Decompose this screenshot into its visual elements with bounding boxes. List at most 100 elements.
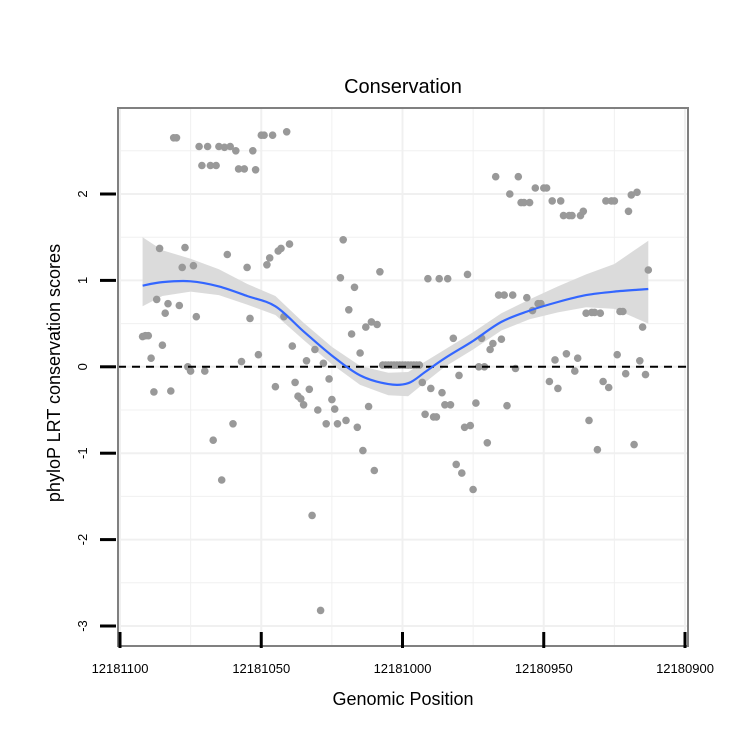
data-point [460,423,469,432]
axes: 12181100 12181050 12181000 12180950 12180900… [75,190,714,676]
data-point [418,378,427,387]
data-point [494,291,503,299]
data-point [325,375,333,383]
data-point [610,197,619,205]
points-layer [138,128,653,615]
data-point [220,143,229,152]
data-point [562,350,571,358]
data-point [463,270,472,279]
data-point [288,342,297,350]
data-point [376,268,384,276]
chart-title: Conservation [344,76,462,98]
data-point [497,335,506,344]
data-point [520,198,528,207]
data-point [206,161,215,170]
data-point [449,334,458,343]
data-point [508,291,517,299]
x-tick-label: 12181050 [232,661,290,676]
data-point [277,244,285,253]
data-point [441,401,449,409]
data-point [189,261,198,270]
data-point [475,363,483,371]
data-point [147,354,155,363]
data-point [506,190,514,198]
data-point [297,395,305,403]
data-point [636,357,644,365]
data-point [246,314,254,323]
data-point [215,142,223,151]
data-point [316,606,325,615]
data-point [613,350,621,359]
data-point [373,320,381,329]
data-point [556,197,565,205]
data-point [198,161,206,170]
data-point [571,367,579,375]
data-point [161,309,169,318]
x-tick-label: 12181100 [92,661,149,676]
data-point [263,261,271,269]
data-point [192,312,201,321]
data-point [491,172,500,181]
data-point [240,165,249,173]
data-point [203,142,212,151]
data-point [364,402,373,411]
data-point [186,367,195,375]
data-point [619,307,627,316]
data-point [209,436,217,445]
data-point [299,401,308,409]
data-point [424,274,432,283]
y-tick-label: 1 [75,277,90,284]
x-axis-title: Genomic Position [332,689,473,709]
data-point [427,384,435,393]
data-point [339,236,348,244]
data-point [285,240,294,248]
data-point [271,382,280,391]
data-point [314,406,322,414]
data-point [582,309,590,318]
data-point [217,476,226,484]
data-point [282,128,291,136]
data-point [489,339,497,348]
data-point [234,165,243,173]
data-point [265,254,274,262]
y-tick-label: 2 [75,190,90,197]
data-point [602,197,610,205]
data-point [641,370,650,379]
data-point [458,469,466,477]
data-point [466,421,475,430]
data-point [353,423,362,432]
data-point [167,387,175,395]
data-point [350,283,359,292]
data-point [308,511,316,520]
data-point [367,318,376,326]
data-point [359,446,367,455]
data-point [155,244,164,253]
data-point [559,211,568,220]
data-point [630,440,638,449]
data-point [164,299,172,308]
data-point [432,413,441,421]
data-point [548,197,556,205]
data-point [443,274,452,283]
data-point [212,161,220,170]
data-point [237,357,246,366]
data-point [483,439,492,447]
data-point [144,331,153,340]
y-tick-label: -3 [75,620,90,632]
x-tick-label: 12180900 [656,661,714,676]
data-point [514,172,523,181]
data-point [523,293,531,302]
data-point [585,416,593,425]
data-point [172,134,181,142]
data-point [599,377,607,386]
data-point [201,367,209,375]
data-point [336,274,345,282]
data-point [322,420,331,428]
data-point [150,388,158,396]
data-point [551,356,559,364]
data-point [347,330,356,338]
data-point [621,369,630,378]
data-point [503,401,511,410]
data-point [486,345,494,354]
data-point [356,349,364,357]
